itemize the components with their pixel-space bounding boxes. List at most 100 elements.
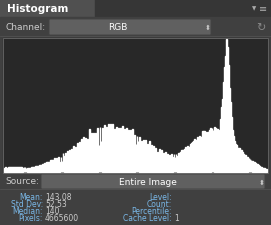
Bar: [122, 126, 123, 172]
Bar: [182, 151, 183, 172]
Bar: [194, 139, 195, 172]
Bar: [71, 149, 72, 172]
Bar: [199, 137, 200, 172]
Bar: [183, 151, 184, 172]
Text: ▼: ▼: [252, 7, 256, 11]
Bar: [203, 132, 204, 172]
Text: 4665600: 4665600: [45, 214, 79, 223]
Text: Cache Level:: Cache Level:: [123, 214, 172, 223]
Text: 140: 140: [45, 207, 60, 216]
Bar: [45, 164, 46, 172]
Bar: [105, 137, 106, 172]
Bar: [117, 138, 118, 172]
Text: Count:: Count:: [147, 200, 172, 209]
Bar: [153, 147, 154, 172]
Bar: [169, 155, 170, 172]
Bar: [81, 140, 82, 172]
Bar: [239, 149, 240, 172]
Bar: [33, 167, 34, 172]
Bar: [95, 0, 271, 18]
Bar: [149, 142, 150, 172]
Bar: [110, 124, 111, 172]
Bar: [263, 168, 264, 172]
Bar: [158, 159, 159, 172]
Text: ↻: ↻: [256, 23, 265, 33]
Bar: [253, 162, 254, 172]
Bar: [37, 166, 38, 172]
Bar: [130, 130, 131, 172]
Bar: [75, 147, 76, 172]
Bar: [159, 150, 160, 172]
Bar: [36, 167, 37, 172]
Bar: [56, 158, 57, 172]
Bar: [121, 143, 122, 172]
Bar: [89, 130, 90, 172]
Bar: [50, 160, 51, 172]
Bar: [225, 57, 226, 172]
Bar: [69, 150, 70, 172]
Bar: [160, 157, 161, 172]
Bar: [115, 143, 116, 172]
FancyBboxPatch shape: [41, 174, 265, 189]
Bar: [123, 145, 124, 172]
Bar: [119, 133, 120, 172]
Bar: [78, 151, 79, 172]
Bar: [196, 140, 197, 172]
Bar: [85, 139, 86, 172]
Bar: [229, 88, 230, 172]
Bar: [204, 132, 205, 172]
Bar: [31, 167, 32, 172]
Bar: [84, 144, 85, 172]
Bar: [99, 128, 101, 172]
Bar: [197, 137, 198, 172]
Bar: [150, 151, 151, 172]
Bar: [128, 130, 129, 172]
Text: Histogram: Histogram: [7, 4, 68, 14]
Bar: [88, 150, 89, 172]
Bar: [8, 168, 9, 172]
Bar: [112, 125, 113, 172]
Bar: [87, 140, 88, 172]
FancyBboxPatch shape: [49, 20, 211, 36]
Bar: [109, 133, 110, 172]
Bar: [144, 145, 145, 172]
Bar: [0, 18, 271, 37]
Bar: [259, 166, 260, 172]
Bar: [106, 127, 107, 172]
Bar: [226, 40, 227, 172]
Text: 1: 1: [174, 214, 179, 223]
Bar: [236, 145, 237, 172]
Bar: [7, 168, 8, 172]
Bar: [48, 162, 49, 172]
Bar: [129, 146, 130, 172]
Text: Median:: Median:: [12, 207, 43, 216]
Bar: [46, 163, 47, 172]
Bar: [44, 164, 45, 172]
Bar: [170, 156, 171, 172]
Text: Channel:: Channel:: [5, 23, 45, 32]
Bar: [74, 153, 75, 172]
Bar: [126, 128, 127, 172]
Bar: [163, 153, 164, 172]
Text: Std Dev:: Std Dev:: [11, 200, 43, 209]
Bar: [83, 137, 84, 172]
Bar: [200, 138, 201, 172]
Bar: [187, 146, 188, 172]
Bar: [66, 160, 67, 172]
Bar: [198, 138, 199, 172]
Bar: [256, 164, 257, 172]
Bar: [265, 169, 266, 172]
Bar: [219, 132, 220, 172]
Bar: [10, 167, 11, 172]
Bar: [57, 160, 58, 172]
Bar: [165, 152, 166, 172]
Bar: [53, 160, 54, 172]
Bar: [240, 150, 241, 172]
Bar: [247, 158, 249, 172]
Bar: [54, 158, 55, 172]
Bar: [188, 148, 189, 172]
Bar: [113, 142, 114, 172]
Bar: [172, 158, 173, 172]
Bar: [214, 127, 215, 172]
Bar: [242, 152, 243, 172]
